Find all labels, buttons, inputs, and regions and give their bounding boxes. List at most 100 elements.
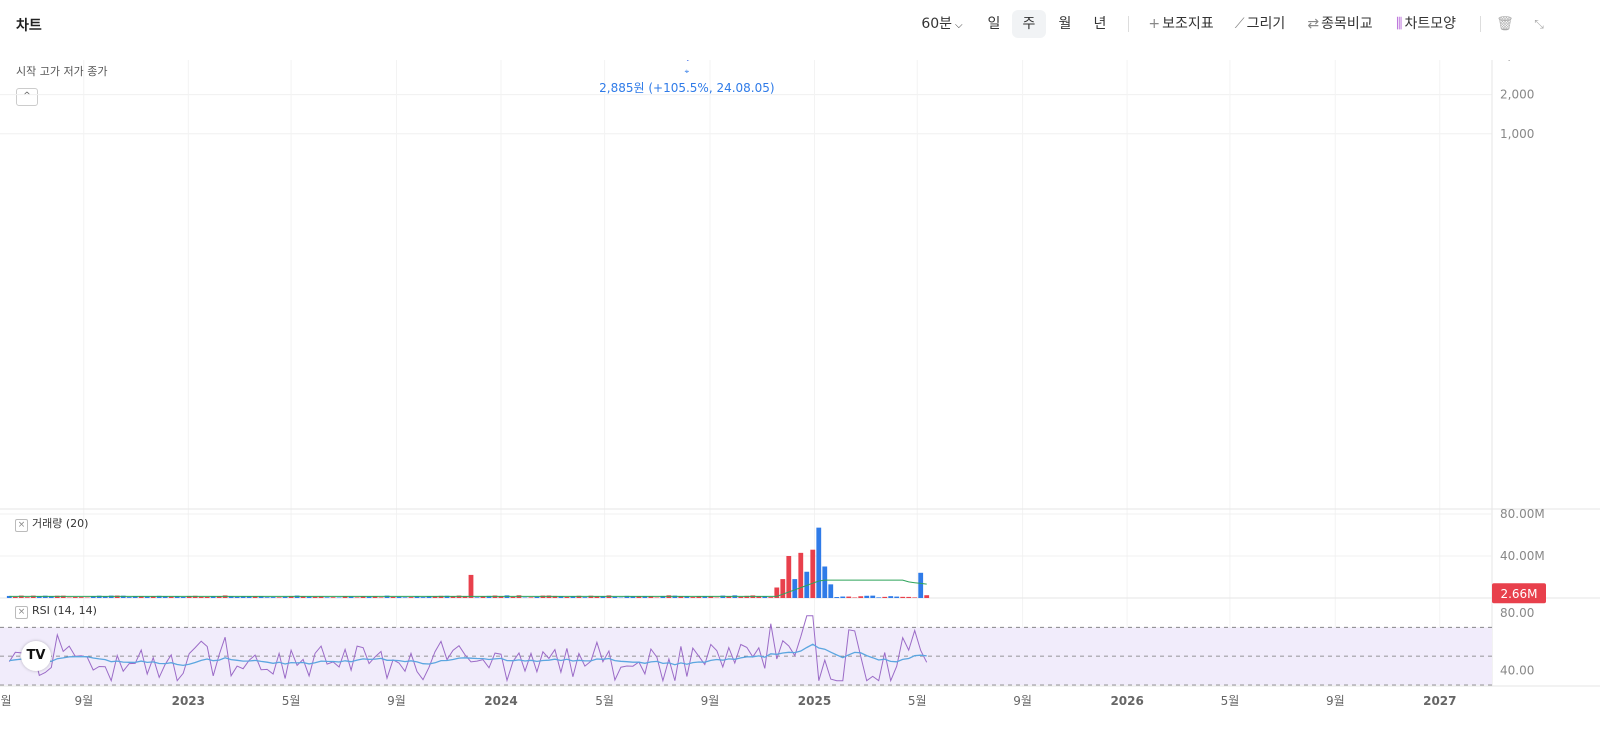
- compare-button[interactable]: ⇄ 종목비교: [1304, 10, 1376, 38]
- chart-style-button[interactable]: ⫼ 차트모양: [1390, 10, 1462, 38]
- volume-bar: [816, 527, 822, 598]
- volume-bar: [552, 595, 558, 598]
- volume-bar: [654, 597, 660, 598]
- close-icon[interactable]: ×: [15, 519, 28, 532]
- x-tick-label: 9월: [1326, 694, 1345, 708]
- volume-bar: [894, 596, 900, 598]
- volume-bar: [330, 597, 336, 598]
- toolbar-divider: [1128, 16, 1129, 32]
- volume-bar: [336, 597, 342, 598]
- close-icon[interactable]: ×: [15, 606, 28, 619]
- volume-bar: [348, 596, 354, 598]
- volume-bar: [558, 596, 564, 598]
- volume-bar: [846, 596, 852, 598]
- volume-bar: [450, 596, 456, 598]
- volume-bar: [462, 595, 468, 598]
- volume-bar: [438, 595, 444, 598]
- indicator-button[interactable]: + 보조지표: [1146, 10, 1216, 38]
- volume-bar: [924, 595, 930, 598]
- volume-bar: [834, 597, 840, 598]
- volume-ma-line: [9, 579, 927, 597]
- volume-bar: [354, 597, 360, 598]
- volume-bar: [648, 596, 654, 598]
- volume-bar: [372, 596, 378, 598]
- volume-bar: [828, 584, 834, 598]
- volume-bar: [324, 597, 330, 598]
- volume-bar: [342, 596, 348, 598]
- volume-bar: [744, 595, 750, 598]
- volume-bar: [864, 595, 870, 598]
- volume-bar: [198, 596, 204, 598]
- legend-collapse-button[interactable]: ^: [16, 88, 38, 106]
- tradingview-logo-icon: TV: [21, 641, 51, 671]
- tab-week[interactable]: 주: [1012, 10, 1046, 38]
- volume-pane-title: 거래량 (20): [32, 517, 89, 530]
- tab-year[interactable]: 년: [1093, 16, 1107, 32]
- x-tick-label: 9월: [387, 694, 406, 708]
- y-tick-label: 1,000: [1500, 127, 1534, 141]
- x-tick-label: 5월: [595, 694, 614, 708]
- volume-bar: [102, 596, 108, 598]
- tab-month[interactable]: 월: [1058, 16, 1072, 32]
- volume-bar: [870, 595, 876, 598]
- volume-bar: [312, 596, 318, 598]
- volume-bar: [420, 597, 426, 598]
- y-tick-label: 2,000: [1500, 88, 1534, 102]
- volume-bar: [780, 579, 786, 598]
- toolbar-divider: [1480, 16, 1481, 32]
- volume-bar: [66, 597, 72, 598]
- volume-bar: [132, 596, 138, 598]
- volume-bar: [12, 596, 18, 598]
- volume-bar: [150, 596, 156, 598]
- volume-bar: [528, 597, 534, 598]
- clip-mask: [0, 48, 1600, 60]
- volume-bar: [798, 552, 804, 598]
- compare-icon: ⇄: [1307, 16, 1320, 32]
- volume-bar: [366, 596, 372, 598]
- volume-bar: [840, 596, 846, 598]
- volume-bar: [906, 596, 912, 598]
- volume-bar: [474, 597, 480, 598]
- volume-bar: [498, 596, 504, 598]
- volume-bar: [174, 596, 180, 598]
- volume-bar: [282, 596, 288, 598]
- page-title: 차트: [16, 18, 42, 34]
- volume-pane-label: × 거래량 (20): [15, 515, 88, 532]
- volume-bar: [624, 595, 630, 598]
- volume-bar: [390, 596, 396, 598]
- volume-bar: [240, 596, 246, 598]
- volume-bar: [36, 596, 42, 598]
- volume-bar: [126, 597, 132, 598]
- volume-bar: [426, 596, 432, 598]
- volume-bar: [756, 596, 762, 598]
- price-chart[interactable]: 1,0002,0003,0004,0005,0006,0007,0008,000…: [0, 48, 1600, 739]
- interval-dropdown[interactable]: 60분 ⌵: [918, 10, 966, 38]
- rsi-tick-label: 40.00: [1500, 664, 1534, 678]
- x-tick-label: 2026: [1110, 694, 1143, 708]
- chart-toolbar: 차트 60분 ⌵ 일 주 월 년 + 보조지표 ⟋ 그리기 ⇄ 종목비교 ⫼ 차트모양 🗑…: [0, 0, 1600, 49]
- volume-bar: [396, 596, 402, 598]
- x-tick-label: 2024: [484, 694, 517, 708]
- volume-bar: [144, 596, 150, 598]
- volume-bar: [258, 596, 264, 598]
- x-tick-label: 2025: [798, 694, 831, 708]
- volume-bar: [918, 572, 924, 598]
- draw-button[interactable]: ⟋ 그리기: [1232, 10, 1288, 38]
- volume-bar: [288, 596, 294, 598]
- grid-lines: [0, 48, 1492, 686]
- collapse-icon[interactable]: ⤡: [1534, 17, 1544, 31]
- volume-bar: [138, 596, 144, 598]
- volume-bar: [90, 596, 96, 598]
- volume-bar: [786, 556, 792, 598]
- trash-icon[interactable]: 🗑: [1496, 16, 1514, 32]
- volume-bar: [510, 596, 516, 598]
- volume-bar: [264, 597, 270, 598]
- low-annotation: 2,885원 (+105.5%, 24.08.05): [599, 81, 774, 95]
- x-tick-label: 2023: [172, 694, 205, 708]
- rsi-signal-line: [9, 643, 927, 667]
- volume-bar: [822, 566, 828, 598]
- volume-bar: [564, 597, 570, 598]
- interval-label: 60분: [921, 16, 953, 32]
- tab-day[interactable]: 일: [987, 16, 1001, 32]
- volume-bar: [570, 596, 576, 598]
